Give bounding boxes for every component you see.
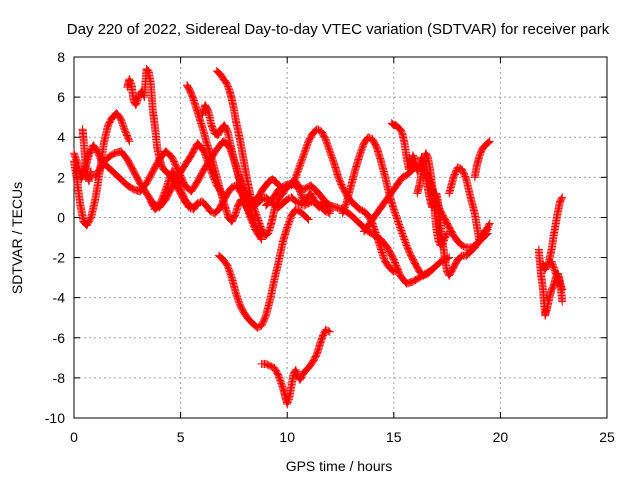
chart-title: Day 220 of 2022, Sidereal Day-to-day VTE…	[67, 21, 610, 38]
point-markers-s13	[287, 125, 403, 276]
point-markers-s17	[413, 149, 452, 250]
y-tick-label: 0	[57, 209, 65, 225]
point-markers-s19	[470, 137, 494, 182]
y-tick-label: 6	[57, 89, 65, 105]
series-s10	[215, 205, 313, 332]
point-markers-s22	[547, 257, 567, 294]
y-tick-label: -4	[53, 290, 66, 306]
data-points	[70, 65, 567, 408]
x-tick-label: 0	[70, 429, 78, 445]
series-s3	[78, 125, 96, 186]
y-tick-label: -10	[45, 410, 65, 426]
y-tick-label: 4	[57, 129, 65, 145]
series-s21	[539, 193, 567, 274]
series-s7	[183, 81, 265, 240]
point-markers-s7	[183, 81, 265, 240]
y-tick-label: -2	[53, 250, 66, 266]
x-axis-label: GPS time / hours	[286, 458, 393, 474]
series-s13	[287, 125, 403, 276]
point-markers-s8	[197, 101, 283, 206]
x-tick-label: 5	[177, 429, 185, 445]
x-tick-label: 10	[279, 429, 295, 445]
point-markers-s16	[387, 119, 492, 280]
series-s8	[197, 101, 283, 206]
y-tick-label: 8	[57, 49, 65, 65]
point-markers-s18	[445, 163, 494, 244]
x-tick-label: 15	[386, 429, 402, 445]
x-tick-label: 20	[493, 429, 509, 445]
y-tick-label: -6	[53, 330, 66, 346]
x-axis-ticks: 0 5 10 15 20 25	[70, 57, 615, 445]
series-s11	[257, 325, 334, 408]
y-tick-label: 2	[57, 169, 65, 185]
y-tick-label: -8	[53, 370, 66, 386]
series-s18	[445, 163, 494, 244]
point-markers-s3	[78, 125, 96, 186]
series-s17	[413, 149, 452, 250]
y-axis-ticks: -10 -8 -6 -4 -2 0 2 4 6 8	[45, 49, 607, 426]
point-markers-s21	[539, 193, 567, 274]
series-s22	[547, 257, 567, 294]
y-axis-label: SDTVAR / TECUs	[9, 182, 25, 294]
point-markers-s11	[257, 325, 334, 408]
plot-border	[73, 56, 608, 419]
series-s19	[470, 137, 494, 182]
x-tick-label: 25	[599, 429, 615, 445]
series-s16	[387, 119, 492, 280]
point-markers-s10	[215, 205, 313, 332]
plot-frame	[73, 56, 608, 419]
